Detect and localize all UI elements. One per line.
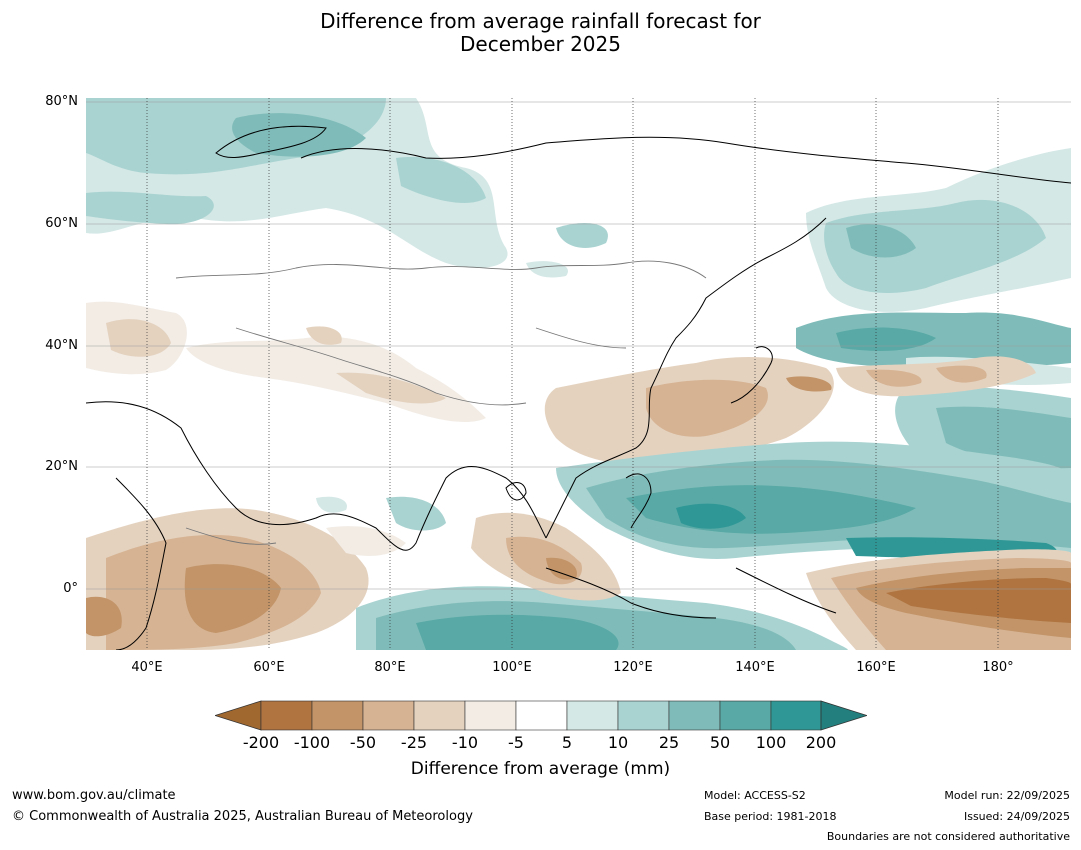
country-boundaries xyxy=(175,260,707,545)
colorbar-tick: -10 xyxy=(451,733,479,752)
lat-label-0: 0° xyxy=(63,581,78,596)
colorbar-extend-low xyxy=(215,700,262,731)
colorbar-tick: 10 xyxy=(607,733,629,752)
colorbar-swatch xyxy=(362,700,415,731)
colorbar-swatch xyxy=(770,700,822,731)
dry-anomaly-equatorial-indian-ocean xyxy=(86,508,406,650)
colorbar-extend-high xyxy=(820,700,867,731)
colorbar-tick: -50 xyxy=(349,733,377,752)
map-title-line2: December 2025 xyxy=(460,32,621,56)
graticule-meridians xyxy=(146,98,999,650)
issued-date: Issued: 24/09/2025 xyxy=(963,810,1070,823)
website-link[interactable]: www.bom.gov.au/climate xyxy=(12,788,176,803)
colorbar-tick: -25 xyxy=(400,733,428,752)
colorbar-tick: 100 xyxy=(755,733,787,752)
colorbar-swatch xyxy=(413,700,466,731)
lon-label-40e: 40°E xyxy=(131,660,163,675)
colorbar-tick: -5 xyxy=(508,733,524,752)
lon-label-140e: 140°E xyxy=(735,660,775,675)
graticule xyxy=(86,101,1071,590)
model-run-date: Model run: 22/09/2025 xyxy=(944,789,1070,802)
dry-anomaly-southeast-asia xyxy=(471,512,621,601)
colorbar-swatch xyxy=(566,700,619,731)
coastlines xyxy=(86,125,1071,650)
colorbar-swatch xyxy=(464,700,517,731)
dry-anomaly-east-asia xyxy=(544,356,1036,465)
colorbar-swatch xyxy=(719,700,772,731)
lon-label-80e: 80°E xyxy=(374,660,406,675)
colorbar-tick: -200 xyxy=(242,733,280,752)
lon-label-180: 180° xyxy=(982,660,1014,675)
model-name: Model: ACCESS-S2 xyxy=(704,789,806,802)
wet-anomaly-indonesia xyxy=(356,586,848,650)
lon-label-120e: 120°E xyxy=(613,660,653,675)
wet-anomaly-north-europe xyxy=(86,98,608,278)
lat-label-60n: 60°N xyxy=(45,216,78,231)
map-title-line1: Difference from average rainfall forecas… xyxy=(320,9,761,33)
base-period: Base period: 1981-2018 xyxy=(704,810,837,823)
colorbar-swatch xyxy=(260,700,313,731)
boundaries-disclaimer: Boundaries are not considered authoritat… xyxy=(826,830,1070,843)
lon-label-60e: 60°E xyxy=(253,660,285,675)
lon-label-160e: 160°E xyxy=(856,660,896,675)
colorbar-tick: -100 xyxy=(293,733,331,752)
colorbar-swatch xyxy=(311,700,364,731)
lat-label-40n: 40°N xyxy=(45,338,78,353)
colorbar xyxy=(215,700,867,731)
colorbar-swatch xyxy=(668,700,721,731)
lon-label-100e: 100°E xyxy=(492,660,532,675)
dry-anomaly-middle-east xyxy=(86,301,486,423)
lat-label-20n: 20°N xyxy=(45,459,78,474)
rainfall-anomaly-map xyxy=(86,98,1071,650)
colorbar-tick: 200 xyxy=(805,733,837,752)
wet-anomaly-west-pacific xyxy=(316,441,1071,563)
colorbar-tick: 25 xyxy=(658,733,680,752)
colorbar-label: Difference from average (mm) xyxy=(410,759,671,779)
colorbar-swatch xyxy=(515,700,568,731)
colorbar-tick: 50 xyxy=(709,733,731,752)
lat-label-80n: 80°N xyxy=(45,94,78,109)
copyright-text: © Commonwealth of Australia 2025, Austra… xyxy=(12,809,473,824)
colorbar-tick: 5 xyxy=(561,733,573,752)
colorbar-swatch xyxy=(617,700,670,731)
